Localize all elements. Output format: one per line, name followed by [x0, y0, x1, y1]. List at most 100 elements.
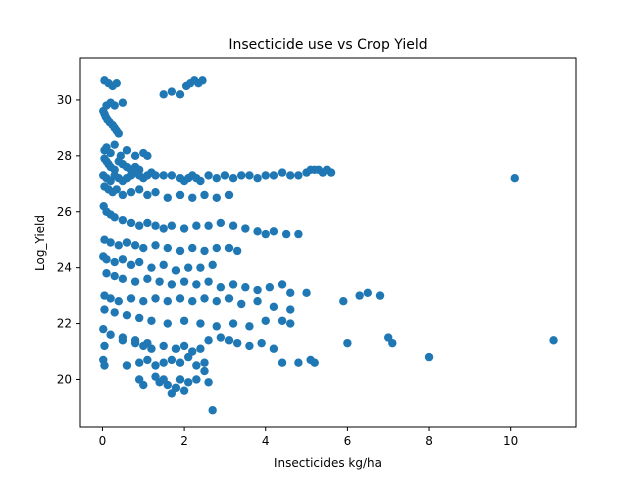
data-point	[310, 358, 319, 367]
data-point	[171, 344, 181, 353]
data-point	[326, 168, 336, 177]
y-tick-label: 22	[57, 317, 72, 331]
data-point	[167, 280, 177, 289]
data-point	[196, 176, 205, 186]
data-point	[126, 187, 136, 197]
data-point	[179, 316, 189, 325]
data-point	[204, 277, 213, 286]
data-point	[294, 358, 303, 367]
data-point	[424, 352, 434, 362]
data-point	[114, 129, 123, 138]
data-point	[110, 101, 119, 110]
data-point	[100, 361, 109, 370]
data-point	[159, 171, 168, 180]
data-point	[224, 294, 234, 303]
data-point	[363, 288, 372, 298]
data-point	[192, 221, 201, 230]
data-point	[212, 297, 221, 306]
data-point	[510, 174, 519, 183]
data-point	[130, 338, 140, 348]
data-point	[212, 174, 221, 183]
data-point	[175, 246, 185, 256]
data-point	[277, 280, 287, 289]
data-point	[294, 171, 303, 180]
y-tick-label: 28	[57, 149, 72, 163]
data-point	[294, 229, 303, 239]
x-axis-ticks: 0 2 4 6 8 10	[99, 427, 518, 448]
data-point	[102, 255, 111, 264]
data-point	[118, 98, 128, 107]
data-point	[151, 187, 160, 197]
data-point	[339, 297, 348, 306]
data-point	[147, 316, 156, 325]
data-point	[179, 277, 189, 286]
data-point	[204, 378, 213, 387]
x-tick-label: 8	[425, 434, 433, 448]
data-point	[200, 358, 209, 367]
data-point	[163, 243, 172, 253]
data-point	[220, 171, 230, 180]
data-point	[175, 190, 185, 200]
data-point	[253, 285, 262, 295]
data-point	[175, 358, 185, 367]
y-tick-label: 26	[57, 205, 72, 219]
data-point	[171, 266, 181, 275]
data-point	[134, 221, 144, 230]
data-point	[245, 322, 254, 331]
data-point	[200, 294, 209, 303]
data-point	[286, 288, 295, 298]
data-point	[245, 171, 254, 180]
data-point	[110, 308, 119, 317]
data-point	[343, 338, 352, 348]
data-point	[139, 297, 148, 306]
data-point	[355, 291, 364, 300]
data-point	[183, 263, 193, 272]
data-point	[228, 280, 238, 289]
data-point	[179, 386, 189, 395]
data-point	[269, 227, 279, 236]
y-axis-label: Log_Yield	[33, 215, 47, 271]
data-point	[118, 190, 128, 200]
data-point	[100, 305, 109, 314]
data-point	[112, 78, 121, 88]
x-tick-label: 2	[180, 434, 188, 448]
data-point	[208, 406, 217, 415]
data-point	[245, 341, 254, 351]
data-point	[143, 274, 152, 284]
data-point	[253, 174, 262, 183]
data-point	[130, 277, 140, 286]
data-point	[204, 221, 213, 230]
data-point	[175, 375, 185, 384]
data-point	[118, 215, 128, 225]
data-point	[192, 375, 201, 384]
data-point	[163, 319, 172, 328]
data-point	[112, 185, 121, 194]
data-point	[549, 336, 558, 345]
data-point	[198, 76, 207, 85]
y-axis-ticks: 20 22 24 26 28 30	[57, 93, 80, 386]
data-point	[192, 280, 201, 289]
data-point	[224, 243, 234, 253]
data-point	[216, 283, 226, 292]
data-point	[253, 297, 262, 306]
data-point	[171, 383, 181, 393]
data-point	[151, 221, 160, 230]
data-point	[118, 336, 128, 345]
data-point	[106, 294, 115, 303]
data-point	[118, 255, 128, 264]
data-point	[139, 341, 148, 351]
data-point	[143, 151, 152, 161]
data-point	[188, 193, 197, 202]
data-point	[159, 90, 168, 99]
x-tick-label: 0	[99, 434, 107, 448]
data-point	[261, 229, 270, 239]
data-point	[99, 324, 108, 334]
points-layer	[99, 76, 558, 415]
data-point	[196, 319, 205, 328]
data-point	[204, 171, 213, 180]
data-point	[375, 291, 385, 300]
data-point	[277, 358, 287, 367]
data-point	[110, 271, 119, 281]
